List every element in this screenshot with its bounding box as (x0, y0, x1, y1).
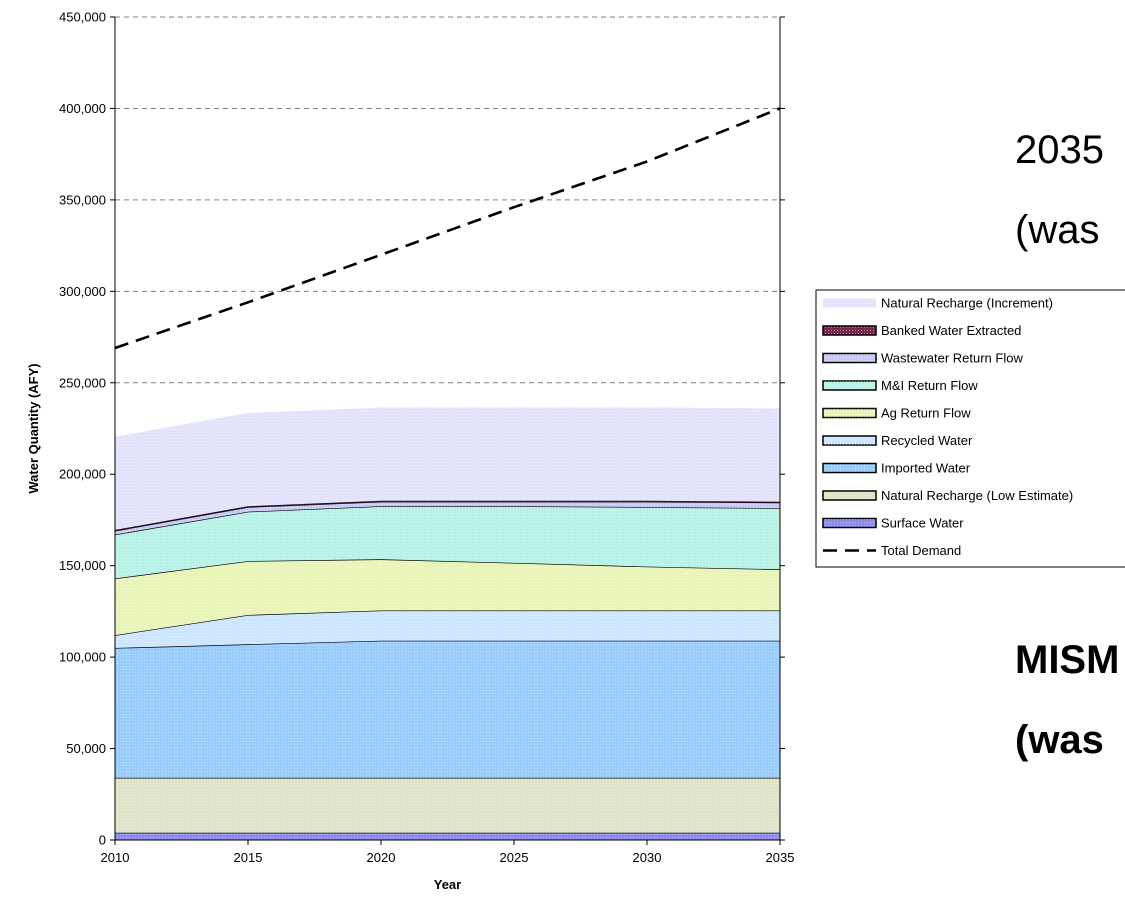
y-tick-label: 50,000 (66, 741, 106, 756)
legend-label: Imported Water (881, 461, 971, 476)
legend: Natural Recharge (Increment) Banked Water… (815, 289, 1125, 568)
legend-swatch-texture (823, 381, 876, 390)
side-text-was-bold: (was (1015, 718, 1104, 762)
area-texture (115, 501, 780, 535)
y-tick-label: 450,000 (59, 10, 106, 25)
area-imported-water (114, 640, 780, 778)
area-texture (115, 832, 780, 840)
side-text-was: (was (1015, 208, 1100, 252)
legend-item-m-i-return-flow: M&I Return Flow (822, 378, 978, 393)
y-tick-label: 250,000 (59, 375, 106, 390)
legend-item-ag-return-flow: Ag Return Flow (822, 406, 971, 421)
legend-label: Surface Water (881, 516, 964, 531)
area-texture (115, 407, 780, 530)
x-tick-label: 2015 (234, 850, 263, 865)
area-texture (115, 506, 780, 579)
legend-label: Natural Recharge (Increment) (881, 296, 1053, 311)
legend-swatch-texture (823, 518, 876, 528)
legend-item-total-demand: Total Demand (823, 543, 961, 558)
legend-swatch-texture (823, 436, 876, 445)
area-natural-recharge-increment (115, 407, 780, 530)
x-tick-label: 2010 (101, 850, 130, 865)
legend-item-banked-water-extracted: Banked Water Extracted (822, 323, 1021, 338)
legend-item-recycled-water: Recycled Water (822, 433, 973, 448)
y-tick-label: 200,000 (59, 467, 106, 482)
y-tick-label: 150,000 (59, 558, 106, 573)
y-tick-label: 0 (99, 833, 106, 848)
axes: 0 50,000 100,000 150,000 200,000 250,000 300,0… (26, 10, 794, 893)
demand-line (114, 107, 781, 350)
area-texture (115, 640, 780, 778)
y-axis-title: Water Quantity (AFY) (26, 363, 41, 493)
y-tick-label: 400,000 (59, 101, 106, 116)
y-tick-label: 350,000 (59, 192, 106, 207)
legend-item-natural-recharge-low-estimate: Natural Recharge (Low Estimate) (822, 488, 1073, 503)
x-tick-label: 2030 (633, 850, 662, 865)
y-tick-label: 300,000 (59, 284, 106, 299)
legend-item-natural-recharge-increment: Natural Recharge (Increment) (823, 296, 1053, 311)
x-axis-title: Year (434, 877, 461, 892)
legend-swatch-texture (823, 491, 876, 500)
legend-swatch-texture (823, 326, 876, 335)
legend-swatch-texture (823, 408, 876, 418)
legend-label: Recycled Water (881, 433, 973, 448)
x-tick-label: 2035 (766, 850, 795, 865)
side-text-mism: MISM (1015, 638, 1120, 682)
legend-label: M&I Return Flow (881, 378, 978, 393)
area-texture (115, 610, 780, 648)
x-tick-label: 2025 (500, 850, 529, 865)
side-text-2035: 2035 (1015, 128, 1104, 172)
area-recycled-water (114, 609, 780, 648)
legend-label: Banked Water Extracted (881, 323, 1021, 338)
legend-label: Total Demand (881, 543, 961, 558)
legend-item-wastewater-return-flow: Wastewater Return Flow (822, 351, 1023, 366)
area-texture (115, 777, 780, 833)
legend-swatch-texture (823, 463, 876, 473)
legend-item-surface-water: Surface Water (822, 516, 964, 531)
legend-item-imported-water: Imported Water (822, 461, 971, 476)
legend-label: Ag Return Flow (881, 406, 971, 421)
legend-label: Natural Recharge (Low Estimate) (881, 488, 1073, 503)
area-surface-water (115, 832, 780, 840)
stacked-areas (114, 407, 781, 840)
y-tick-label: 100,000 (59, 650, 106, 665)
legend-label: Wastewater Return Flow (881, 351, 1023, 366)
line-total-demand (114, 107, 781, 350)
legend-swatch-texture (823, 353, 876, 363)
area-texture (115, 559, 780, 636)
x-tick-label: 2020 (367, 850, 396, 865)
legend-swatch-texture (823, 298, 876, 308)
area-natural-recharge-low-estimate (115, 777, 780, 833)
